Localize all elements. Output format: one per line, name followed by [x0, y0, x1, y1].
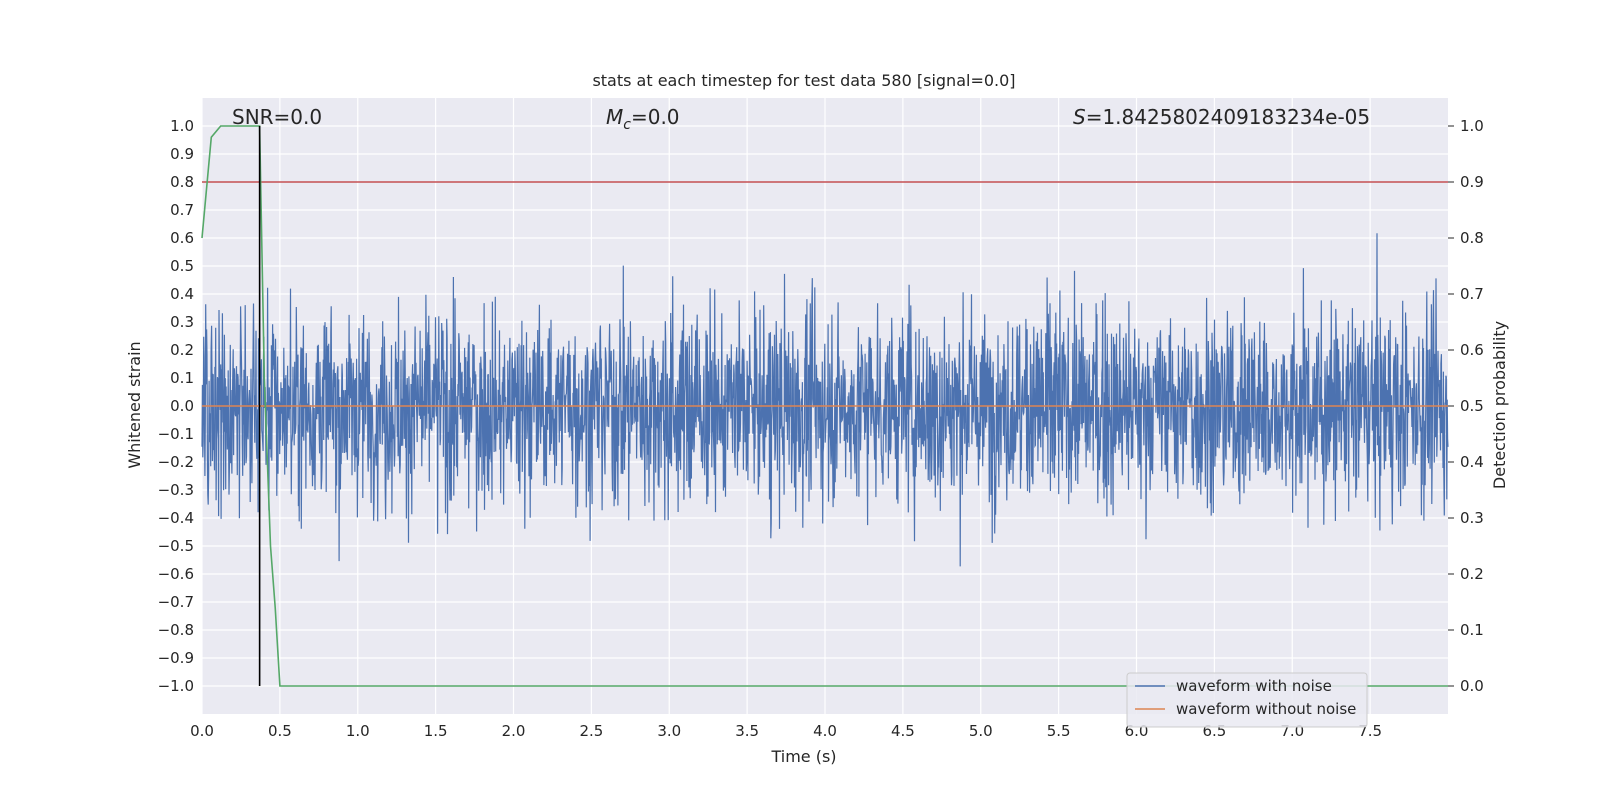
y-tick-label: 0.7 — [170, 201, 194, 219]
y2-tick-label: 0.6 — [1460, 341, 1484, 359]
mc-subscript: c — [623, 117, 631, 133]
snr-annotation: SNR=0.0 — [232, 105, 322, 129]
s-value: =1.8425802409183234e-05 — [1086, 105, 1370, 129]
y-tick-label: −0.9 — [158, 649, 194, 667]
y2-tick-label: 1.0 — [1460, 117, 1484, 135]
y-axis-label: Whitened strain — [125, 341, 144, 468]
y-tick-label: −0.3 — [158, 481, 194, 499]
y-tick-label: 0.6 — [170, 229, 194, 247]
legend-box — [1126, 672, 1368, 728]
mc-value: =0.0 — [631, 105, 680, 129]
plot-area: 0.0 0.5 1.0 1.5 2.0 2.5 3.0 3.5 4.0 4.5 5.0 5.5 6.0 6… — [158, 98, 1484, 740]
s-symbol: S — [1073, 105, 1086, 129]
x-tick-label: 1.0 — [346, 722, 370, 740]
mc-annotation: Mc=0.0 — [606, 105, 680, 133]
s-annotation: S=1.8425802409183234e-05 — [1073, 105, 1370, 129]
x-tick-label: 3.5 — [735, 722, 759, 740]
legend-label-waveform-without-noise: waveform without noise — [1176, 700, 1356, 718]
x-tick-label: 0.0 — [190, 722, 214, 740]
mc-symbol: M — [606, 105, 623, 129]
y-tick-label: −0.2 — [158, 453, 194, 471]
legend: waveform with noise waveform without noi… — [1126, 672, 1368, 728]
chart-title: stats at each timestep for test data 580… — [592, 71, 1015, 90]
x-axis-label: Time (s) — [770, 747, 836, 766]
series-waveform-with-noise — [201, 233, 1449, 567]
x-tick-label: 4.0 — [813, 722, 837, 740]
y-tick-label: −0.7 — [158, 593, 194, 611]
y-tick-label: 1.0 — [170, 117, 194, 135]
y-tick-label: −0.5 — [158, 537, 194, 555]
x-tick-label: 4.5 — [891, 722, 915, 740]
x-tick-label: 1.5 — [424, 722, 448, 740]
y-tick-label: −1.0 — [158, 677, 194, 695]
y-tick-label: −0.4 — [158, 509, 194, 527]
y-tick-label: 0.3 — [170, 313, 194, 331]
y-tick-label: 0.2 — [170, 341, 194, 359]
x-tick-label: 3.0 — [657, 722, 681, 740]
y2-tick-label: 0.5 — [1460, 397, 1484, 415]
y2-axis-label: Detection probability — [1490, 321, 1509, 489]
x-tick-label: 0.5 — [268, 722, 292, 740]
y-tick-label: −0.1 — [158, 425, 194, 443]
y2-tick-label: 0.7 — [1460, 285, 1484, 303]
y-tick-label: 0.9 — [170, 145, 194, 163]
y2-tick-label: 0.2 — [1460, 565, 1484, 583]
y-tick-label: 0.1 — [170, 369, 194, 387]
y2-tick-label: 0.1 — [1460, 621, 1484, 639]
y2-tick-label: 0.0 — [1460, 677, 1484, 695]
y-tick-label: −0.8 — [158, 621, 194, 639]
y-tick-label: −0.6 — [158, 565, 194, 583]
y-tick-label: 0.8 — [170, 173, 194, 191]
x-tick-label: 5.0 — [969, 722, 993, 740]
x-tick-label: 2.0 — [502, 722, 526, 740]
y2-tick-label: 0.9 — [1460, 173, 1484, 191]
legend-label-waveform-with-noise: waveform with noise — [1176, 677, 1332, 695]
y2-tick-label: 0.8 — [1460, 229, 1484, 247]
x-tick-label: 5.5 — [1047, 722, 1071, 740]
y-tick-label: 0.0 — [170, 397, 194, 415]
y2-tick-label: 0.4 — [1460, 453, 1484, 471]
y2-tick-label: 0.3 — [1460, 509, 1484, 527]
y-tick-label: 0.4 — [170, 285, 194, 303]
x-tick-label: 2.5 — [579, 722, 603, 740]
y-tick-label: 0.5 — [170, 257, 194, 275]
